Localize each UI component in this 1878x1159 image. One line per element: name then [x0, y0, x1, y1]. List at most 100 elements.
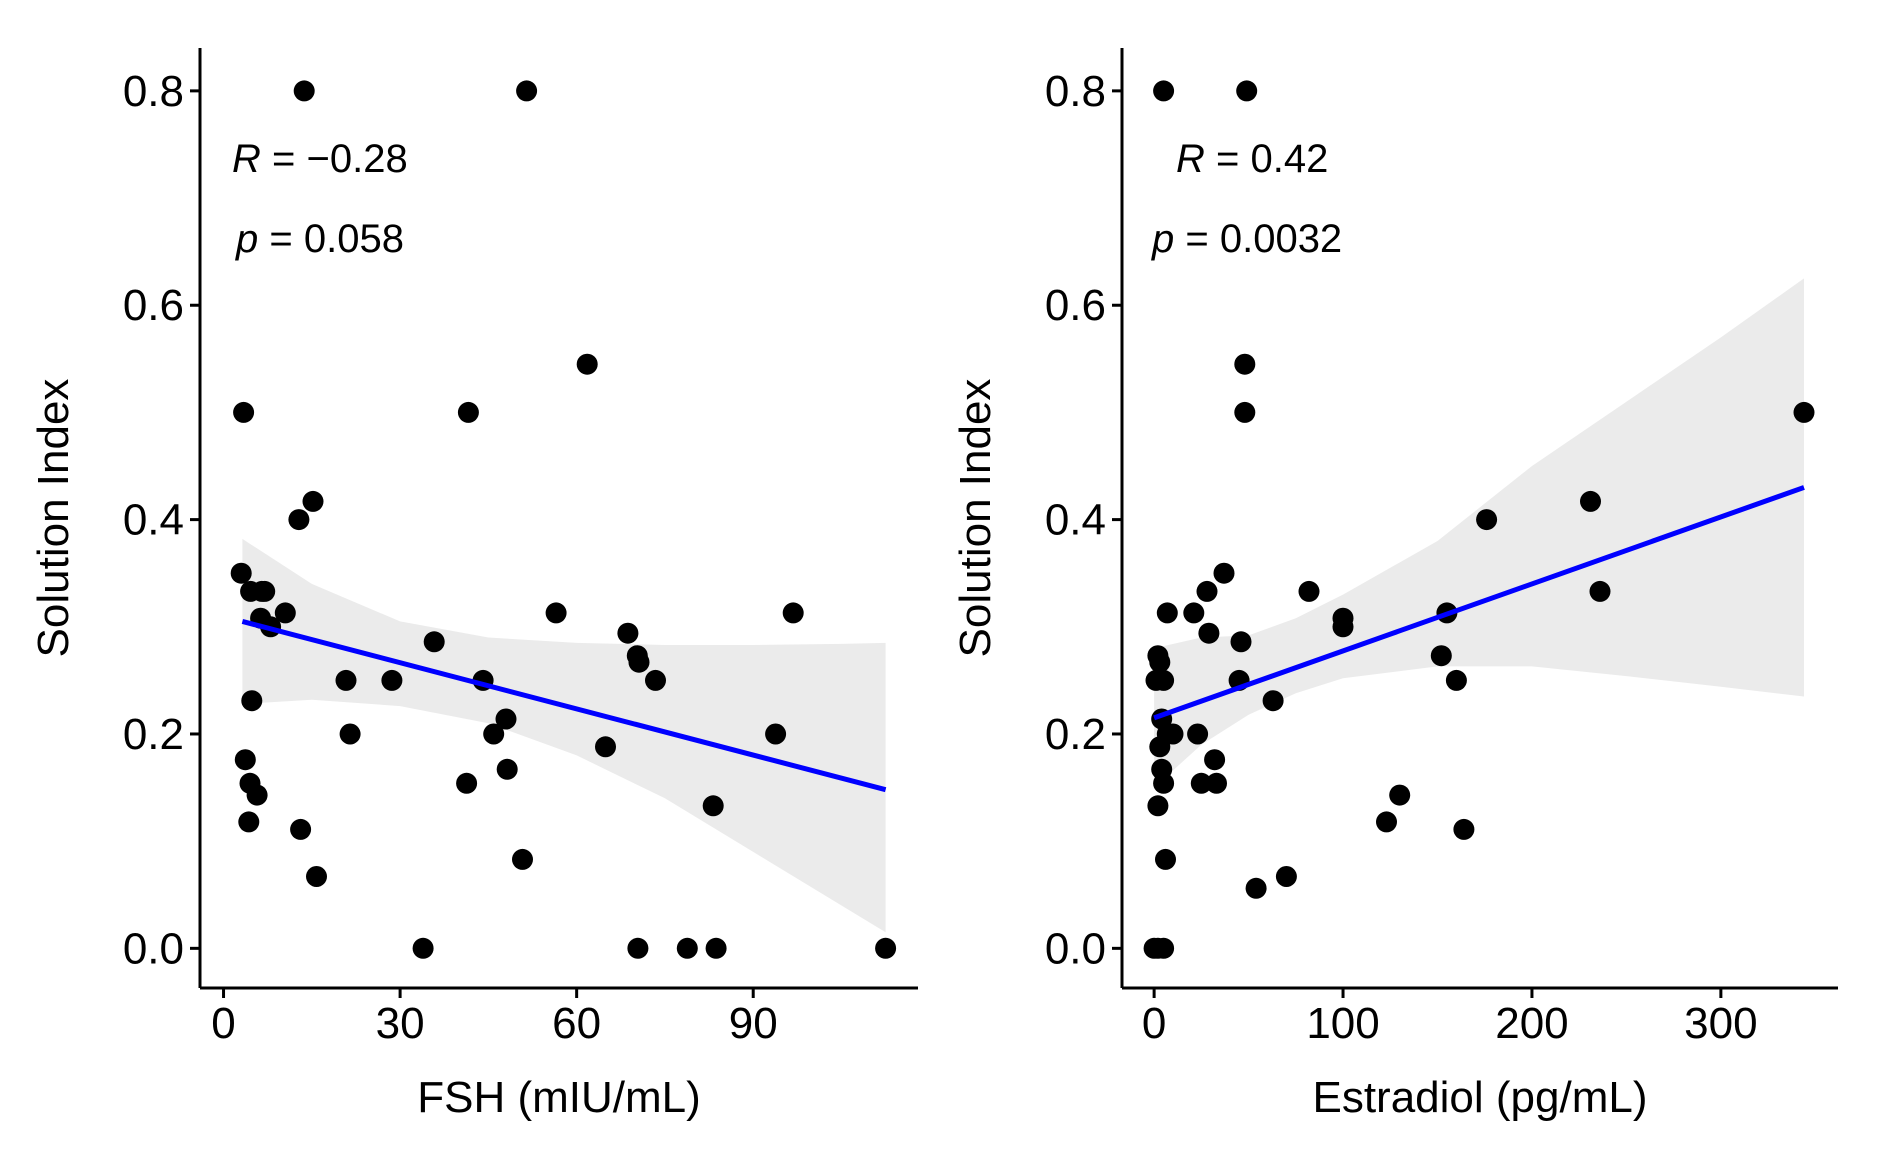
x-tick-label: 300: [1684, 999, 1757, 1048]
y-axis-ticks: 0.0 0.2 0.4 0.6 0.8: [123, 67, 200, 973]
correlation-r-label: R = −0.28: [232, 137, 408, 181]
data-point: [1234, 401, 1256, 423]
data-point: [1332, 616, 1354, 638]
y-axis-title: Solution Index: [29, 379, 78, 658]
x-tick-label: 90: [729, 999, 778, 1048]
data-point: [1196, 580, 1218, 602]
x-axis-ticks: 0 100 200 300: [1142, 988, 1758, 1048]
data-point: [627, 937, 649, 959]
data-point: [1262, 690, 1284, 712]
data-point: [765, 723, 787, 745]
data-point: [545, 602, 567, 624]
data-point: [1198, 622, 1220, 644]
axes: [1120, 48, 1838, 990]
p-symbol: p: [1151, 217, 1174, 261]
data-point: [1153, 937, 1175, 959]
x-tick-label: 0: [1142, 999, 1166, 1048]
data-point: [495, 708, 517, 730]
x-tick-label: 30: [376, 999, 425, 1048]
data-point: [1230, 631, 1252, 653]
data-point: [1213, 562, 1235, 584]
fsh-scatter-panel: 0.0 0.2 0.4 0.6 0.8 0 30 60 90 FSH (mIU/mL) Sol…: [29, 48, 918, 1122]
data-point: [1183, 602, 1205, 624]
y-tick-label: 0.2: [123, 710, 184, 759]
data-point: [1147, 795, 1169, 817]
y-tick-label: 0.6: [123, 281, 184, 330]
x-axis-title: Estradiol (pg/mL): [1312, 1073, 1647, 1122]
data-point: [456, 772, 478, 794]
y-tick-label: 0.0: [1045, 924, 1106, 973]
p-value: = 0.058: [258, 217, 404, 261]
y-tick-label: 0.8: [123, 67, 184, 116]
data-points: [230, 80, 897, 959]
data-point: [1445, 669, 1467, 691]
p-symbol: p: [235, 217, 258, 261]
data-point: [1298, 580, 1320, 602]
data-point: [1793, 401, 1815, 423]
data-point: [782, 602, 804, 624]
data-point: [516, 80, 538, 102]
data-point: [1476, 509, 1498, 531]
data-point: [1187, 723, 1209, 745]
y-axis-title: Solution Index: [951, 379, 1000, 658]
data-point: [576, 353, 598, 375]
confidence-band: [1154, 278, 1804, 788]
confidence-band: [242, 538, 886, 933]
data-point: [335, 669, 357, 691]
data-point: [381, 669, 403, 691]
x-axis-title: FSH (mIU/mL): [417, 1073, 701, 1122]
x-tick-label: 200: [1495, 999, 1568, 1048]
axes: [198, 48, 918, 990]
data-point: [1430, 645, 1452, 667]
data-point: [483, 723, 505, 745]
y-axis-ticks: 0.0 0.2 0.4 0.6 0.8: [1045, 67, 1122, 973]
y-tick-label: 0.2: [1045, 710, 1106, 759]
data-point: [1145, 669, 1167, 691]
r-symbol: R: [1176, 137, 1205, 181]
p-value-label: p = 0.0032: [1151, 217, 1342, 261]
data-point: [1234, 353, 1256, 375]
data-point: [875, 937, 897, 959]
data-point: [293, 80, 315, 102]
data-point: [1204, 749, 1226, 771]
data-point: [1453, 818, 1475, 840]
data-point: [339, 723, 361, 745]
data-point: [1236, 80, 1258, 102]
data-points: [1143, 80, 1815, 959]
data-point: [1190, 772, 1212, 794]
y-tick-label: 0.8: [1045, 67, 1106, 116]
y-tick-label: 0.4: [123, 496, 184, 545]
data-point: [306, 866, 327, 887]
data-point: [1589, 580, 1611, 602]
data-point: [1149, 736, 1171, 758]
data-point: [302, 490, 324, 512]
p-value-label: p = 0.058: [235, 217, 404, 261]
data-point: [628, 651, 650, 673]
data-point: [412, 937, 434, 959]
data-point: [233, 401, 255, 423]
r-symbol: R: [232, 137, 261, 181]
x-tick-label: 100: [1306, 999, 1379, 1048]
data-point: [234, 749, 256, 771]
data-point: [274, 602, 296, 624]
data-point: [1162, 723, 1184, 745]
data-point: [496, 758, 518, 780]
data-point: [423, 631, 445, 653]
x-tick-label: 0: [211, 999, 235, 1048]
data-point: [1149, 651, 1171, 673]
y-tick-label: 0.6: [1045, 281, 1106, 330]
p-value: = 0.0032: [1174, 217, 1342, 261]
data-point: [238, 811, 260, 833]
data-point: [645, 669, 666, 691]
data-point: [1153, 80, 1175, 102]
data-point: [288, 509, 310, 531]
data-point: [230, 562, 252, 584]
data-point: [1155, 848, 1176, 870]
data-point: [676, 937, 698, 959]
data-point: [1376, 811, 1397, 833]
data-point: [246, 784, 268, 806]
data-point: [617, 622, 639, 644]
estradiol-scatter-panel: 0.0 0.2 0.4 0.6 0.8 0 100 200 300 Estradiol (pg…: [951, 48, 1838, 1122]
data-point: [1245, 877, 1267, 899]
data-point: [512, 848, 533, 870]
